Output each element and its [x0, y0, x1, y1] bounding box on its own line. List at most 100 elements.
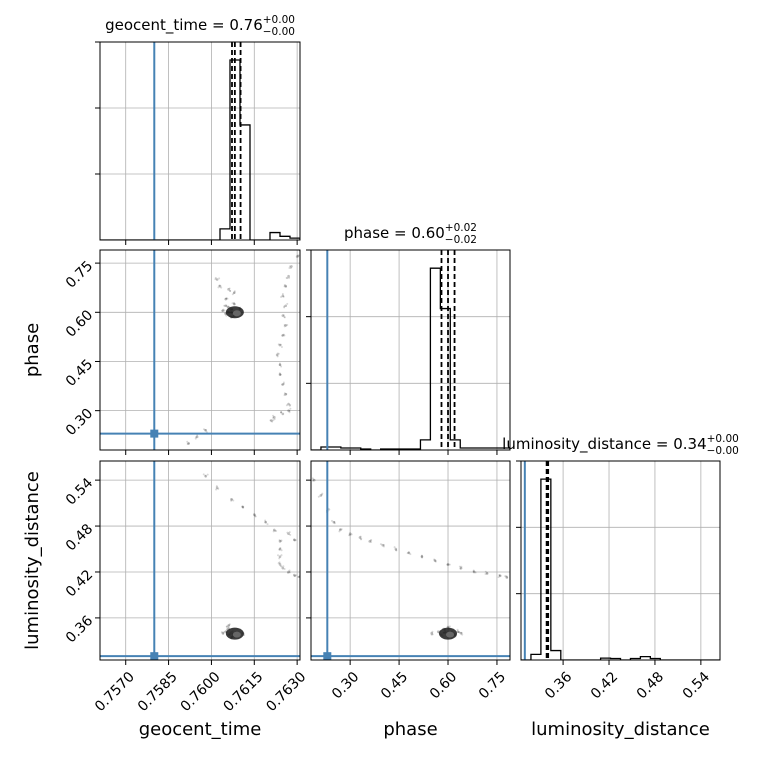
scatter-point	[370, 539, 373, 542]
scatter-point	[283, 394, 286, 397]
scatter-point	[266, 523, 269, 526]
scatter-point	[348, 532, 352, 536]
scatter-point	[282, 295, 285, 298]
scatter-point	[281, 566, 285, 570]
scatter-point	[215, 488, 218, 491]
scatter-point	[222, 308, 225, 311]
x-axis-label-luminosity_distance: luminosity_distance	[531, 719, 710, 740]
scatter-point	[446, 563, 450, 566]
scatter-point	[433, 558, 436, 561]
x-axis-label-phase: phase	[383, 719, 437, 740]
scatter-point	[333, 522, 336, 525]
scatter-point	[224, 304, 228, 308]
scatter-point	[204, 474, 207, 477]
title-label: phase = 0.60	[344, 224, 445, 242]
scatter-point	[294, 574, 297, 577]
scatter-point	[281, 294, 285, 298]
scatter-point	[288, 267, 291, 270]
scatter-point	[278, 373, 282, 376]
scatter-point	[320, 493, 323, 496]
scatter-point	[288, 569, 291, 572]
scatter-point	[202, 428, 205, 431]
scatter-point	[431, 633, 434, 636]
scatter-point	[370, 540, 373, 543]
scatter-point	[280, 549, 283, 552]
scatter-point	[279, 540, 282, 543]
scatter-point	[222, 632, 225, 635]
scatter-point	[229, 289, 232, 292]
scatter-point	[295, 255, 299, 258]
scatter-point	[282, 381, 285, 384]
scatter-point	[254, 515, 257, 518]
scatter-point	[461, 633, 464, 636]
scatter-point	[286, 571, 289, 574]
scatter-point	[233, 291, 236, 294]
scatter-point	[280, 410, 283, 413]
histogram-bar	[240, 125, 250, 240]
scatter-point	[204, 429, 208, 432]
scatter-point	[287, 274, 290, 278]
scatter-point	[232, 302, 236, 306]
scatter-point	[273, 417, 276, 420]
histogram-bar	[420, 440, 430, 450]
scatter-point	[459, 567, 462, 570]
scatter-point	[296, 254, 299, 257]
histogram-bar	[430, 268, 440, 450]
marginal-title-luminosity_distance: luminosity_distance = 0.34+0.00 −0.00	[502, 433, 739, 457]
scatter-point	[498, 574, 501, 577]
scatter-point	[395, 549, 398, 552]
scatter-point	[233, 290, 236, 293]
scatter-point	[278, 539, 281, 542]
scatter-point	[227, 305, 230, 308]
scatter-point	[194, 436, 197, 439]
marginal-title-geocent_time: geocent_time = 0.76+0.00 −0.00	[105, 14, 295, 38]
scatter-point	[407, 551, 410, 554]
scatter-point	[472, 569, 475, 572]
scatter-point	[286, 302, 289, 305]
scatter-point	[272, 416, 275, 419]
histogram-step	[100, 59, 300, 240]
scatter-point	[272, 414, 275, 417]
scatter-point	[288, 410, 291, 413]
scatter-point	[421, 556, 424, 559]
scatter-point	[204, 475, 208, 478]
scatter-point	[280, 539, 283, 542]
scatter-point	[282, 314, 285, 317]
title-minus: −0.02	[445, 234, 477, 246]
scatter-point	[215, 486, 219, 490]
scatter-point	[287, 409, 290, 412]
scatter-point	[221, 309, 225, 312]
scatter-point	[284, 285, 287, 288]
x-tick-label: 0.54	[680, 669, 713, 702]
scatter-point	[472, 570, 476, 574]
scatter-point	[283, 283, 286, 286]
scatter-point	[287, 532, 290, 536]
scatter-point	[278, 548, 281, 551]
axes-frame	[99, 460, 301, 661]
scatter-point	[281, 383, 285, 386]
scatter-point	[446, 563, 449, 566]
scatter-point	[281, 333, 285, 337]
scatter-point	[278, 561, 281, 564]
scatter-point	[278, 362, 281, 365]
scatter-point	[448, 625, 451, 628]
scatter-point	[339, 528, 342, 531]
scatter-point	[226, 305, 229, 308]
scatter-point	[231, 293, 234, 296]
scatter-point	[393, 546, 396, 549]
scatter-point	[241, 505, 244, 508]
scatter-point	[505, 575, 508, 578]
scatter-point	[280, 411, 283, 414]
scatter-point	[289, 407, 292, 410]
scatter-point	[498, 574, 502, 578]
scatter-point	[253, 514, 256, 517]
histogram-luminosity_distance	[521, 461, 720, 660]
scatter-point	[290, 265, 293, 268]
y-tick-label: 0.54	[63, 475, 96, 508]
y-tick-label: 0.45	[63, 356, 96, 389]
scatter-point	[420, 555, 423, 558]
x-tick-label: 0.42	[588, 669, 621, 702]
scatter-point	[383, 544, 386, 547]
scatter-geocent_time-vs-luminosity_distance	[100, 461, 300, 660]
scatter-point	[340, 528, 343, 531]
